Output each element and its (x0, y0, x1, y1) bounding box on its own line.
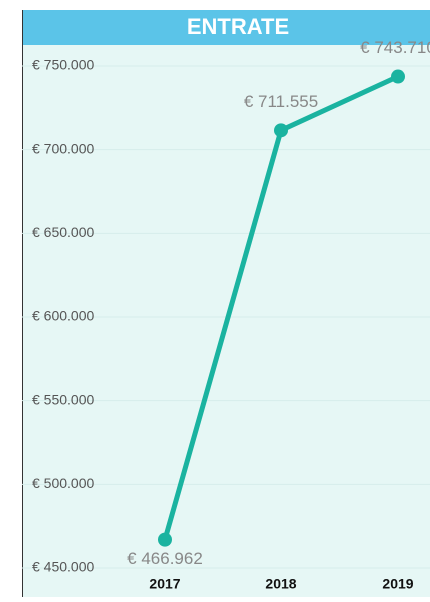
point (391, 69, 405, 84)
y-tick-label: € 650.000 (32, 224, 94, 240)
x-tick-label: 2018 (265, 576, 296, 592)
y-tick-label: € 550.000 (32, 391, 94, 407)
point (274, 123, 288, 138)
y-tick-label: € 600.000 (32, 308, 94, 324)
chart-title: ENTRATE (187, 14, 289, 39)
y-tick-label: € 700.000 (32, 140, 94, 156)
point (158, 532, 172, 547)
y-tick-label: € 750.000 (32, 57, 94, 73)
x-tick-label: 2017 (149, 576, 180, 592)
value-label: € 743.710 (360, 38, 430, 57)
y-tick-label: € 500.000 (32, 475, 94, 491)
value-label: € 466.962 (127, 549, 203, 568)
value-label: € 711.555 (244, 92, 318, 111)
marks: € 466.962 € 711.555 € 743.710 (127, 38, 430, 568)
y-tick-label: € 450.000 (32, 559, 94, 575)
header-bar (22, 10, 430, 45)
grid: € 450.000 € 500.000 € 550.000 € 600.000 € 65… (22, 57, 430, 592)
x-tick-label: 2019 (382, 576, 413, 592)
